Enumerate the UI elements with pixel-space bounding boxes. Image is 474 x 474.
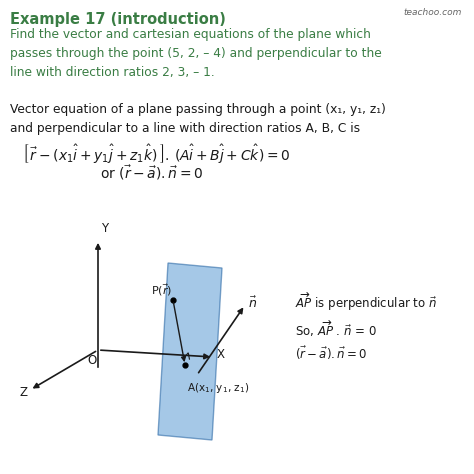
Text: or $(\vec{r} - \vec{a}).\vec{n} = 0$: or $(\vec{r} - \vec{a}).\vec{n} = 0$ (100, 163, 203, 182)
Text: So, $\overrightarrow{AP}$ . $\vec{n}$ = 0: So, $\overrightarrow{AP}$ . $\vec{n}$ = … (295, 318, 377, 338)
Text: and perpendicular to a line with direction ratios A, B, C is: and perpendicular to a line with directi… (10, 122, 360, 135)
Text: $\overrightarrow{AP}$ is perpendicular to $\vec{n}$: $\overrightarrow{AP}$ is perpendicular t… (295, 290, 438, 312)
Text: Y: Y (101, 222, 108, 235)
Text: X: X (217, 348, 225, 362)
Text: Example 17 (introduction): Example 17 (introduction) (10, 12, 226, 27)
Text: $\vec{n}$: $\vec{n}$ (248, 295, 257, 310)
Text: O: O (87, 354, 96, 367)
Text: Vector equation of a plane passing through a point (x₁, y₁, z₁): Vector equation of a plane passing throu… (10, 103, 386, 116)
Text: $\left[\,\vec{r} - (x_1\hat{i} + y_1\hat{j} + z_1\hat{k})\,\right].\,(A\hat{i} +: $\left[\,\vec{r} - (x_1\hat{i} + y_1\hat… (22, 143, 290, 166)
Text: teachoo.com: teachoo.com (404, 8, 462, 17)
Text: P($\vec{r}$): P($\vec{r}$) (151, 283, 172, 298)
Text: $(\vec{r} - \vec{a}).\vec{n} = 0$: $(\vec{r} - \vec{a}).\vec{n} = 0$ (295, 345, 367, 362)
Text: A(x$_1$, y$_1$, z$_1$): A(x$_1$, y$_1$, z$_1$) (187, 381, 249, 395)
Text: Find the vector and cartesian equations of the plane which
passes through the po: Find the vector and cartesian equations … (10, 28, 382, 79)
Text: Z: Z (20, 386, 28, 400)
Polygon shape (158, 263, 222, 440)
